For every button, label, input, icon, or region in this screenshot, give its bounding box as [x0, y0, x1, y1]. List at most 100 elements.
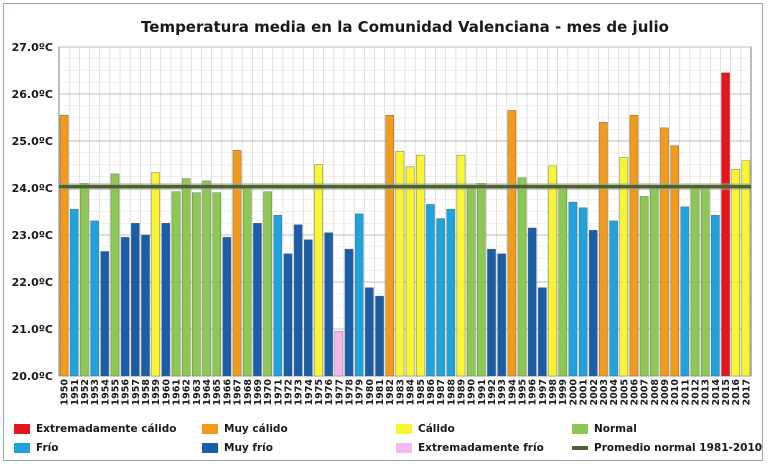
x-tick-label: 1996 [528, 379, 539, 406]
x-tick-label: 1967 [233, 379, 244, 405]
x-tick-label: 1980 [365, 379, 376, 406]
bar-1985 [415, 154, 425, 377]
bar-1977 [334, 331, 344, 377]
bar-1960 [161, 223, 171, 377]
legend-item-muy-calido: Muy cálido [202, 423, 288, 435]
bar-1958 [141, 234, 150, 377]
x-tick-label: 2007 [640, 379, 651, 405]
legend-swatch-muy-frio [202, 443, 218, 453]
y-tick-label: 20.0ºC [12, 370, 53, 383]
legend-item-normal: Normal [572, 423, 637, 435]
y-tick-label: 23.0ºC [12, 229, 53, 242]
legend-swatch-muy-calido [202, 424, 218, 434]
legend-label: Muy cálido [224, 423, 288, 435]
bar-1990 [466, 187, 476, 377]
bar-1993 [497, 253, 506, 377]
x-tick-label: 2002 [589, 379, 600, 405]
legend-label: Muy frío [224, 442, 273, 454]
bar-2006 [629, 114, 639, 377]
bar-1999 [558, 185, 568, 377]
bar-2015 [721, 72, 730, 377]
bar-2004 [609, 220, 618, 377]
x-tick-label: 1954 [100, 379, 111, 406]
x-tick-label: 1990 [467, 379, 478, 406]
x-tick-label: 1969 [253, 379, 264, 405]
bar-1974 [304, 239, 313, 377]
x-tick-label: 1991 [477, 379, 488, 405]
x-tick-label: 1999 [558, 379, 569, 405]
x-tick-label: 1955 [110, 379, 121, 405]
chart-canvas: Temperatura media en la Comunidad Valenc… [12, 18, 753, 406]
legend-swatch-calido [396, 424, 412, 434]
bar-1951 [69, 208, 79, 377]
bar-1984 [405, 166, 415, 377]
x-tick-label: 1977 [334, 379, 345, 405]
bar-2000 [568, 201, 578, 377]
bar-1997 [538, 287, 547, 377]
x-tick-label: 1958 [141, 379, 152, 406]
y-tick-label: 26.0ºC [12, 88, 53, 101]
x-tick-label: 1973 [294, 379, 305, 405]
bar-1953 [90, 220, 99, 377]
x-tick-label: 1966 [222, 379, 233, 406]
x-tick-label: 2003 [599, 379, 610, 405]
x-tick-label: 1981 [375, 379, 386, 405]
legend-swatch-frio [14, 443, 30, 453]
x-tick-label: 2004 [609, 379, 620, 406]
x-tick-label: 2008 [650, 379, 661, 406]
y-axis: 20.0ºC 21.0ºC 22.0ºC 23.0ºC 24.0ºC 25.0ºC 26.0… [12, 41, 53, 383]
x-tick-label: 1964 [202, 379, 213, 406]
legend-swatch-promedio [572, 446, 588, 450]
x-tick-label: 2015 [721, 379, 732, 405]
x-tick-label: 1971 [273, 379, 284, 405]
x-tick-label: 1989 [456, 379, 467, 405]
x-tick-label: 1956 [121, 379, 132, 406]
bar-1979 [354, 213, 364, 377]
x-tick-label: 1987 [436, 379, 447, 405]
bar-1994 [507, 110, 517, 377]
x-tick-label: 1979 [355, 379, 366, 405]
bar-1976 [324, 232, 333, 377]
y-tick-label: 25.0ºC [12, 135, 53, 148]
x-tick-label: 2011 [680, 379, 691, 405]
bar-2011 [680, 206, 690, 377]
x-tick-label: 1965 [212, 379, 223, 405]
bar-1989 [456, 154, 466, 377]
x-tick-label: 1986 [426, 379, 437, 406]
bar-1963 [192, 192, 201, 377]
x-tick-label: 1998 [548, 379, 559, 406]
legend-label: Extremadamente cálido [36, 423, 177, 435]
legend: Extremadamente cálido Muy cálido Cálido … [12, 420, 762, 460]
legend-swatch-extremadamente-frio [396, 443, 412, 453]
bar-1954 [100, 251, 110, 377]
x-tick-label: 1957 [131, 379, 142, 405]
legend-swatch-normal [572, 424, 588, 434]
x-tick-label: 1960 [161, 379, 172, 406]
bar-2016 [731, 168, 741, 377]
x-tick-label: 1950 [60, 379, 71, 406]
x-tick-label: 2016 [731, 379, 742, 406]
bar-1961 [171, 191, 181, 377]
bar-1998 [548, 165, 557, 377]
chart-title: Temperatura media en la Comunidad Valenc… [141, 18, 669, 36]
bar-1983 [395, 151, 405, 377]
bar-1964 [202, 180, 211, 377]
legend-item-frio: Frío [14, 442, 59, 454]
bar-1975 [314, 164, 323, 377]
bar-2013 [700, 187, 710, 377]
x-tick-label: 1988 [446, 379, 457, 406]
x-tick-label: 1994 [507, 379, 518, 406]
x-tick-label: 1985 [416, 379, 427, 405]
legend-item-extremadamente-calido: Extremadamente cálido [14, 423, 176, 435]
bar-1971 [273, 215, 283, 377]
x-tick-label: 1976 [324, 379, 335, 406]
x-tick-label: 1975 [314, 379, 325, 405]
bar-1959 [151, 172, 160, 377]
x-tick-label: 1992 [487, 379, 498, 405]
bar-2014 [711, 215, 720, 377]
x-tick-label: 1972 [283, 379, 294, 405]
x-tick-label: 1983 [395, 379, 406, 405]
legend-swatch-extremadamente-calido [14, 424, 30, 434]
bar-2009 [660, 127, 669, 377]
bar-1988 [446, 208, 456, 377]
